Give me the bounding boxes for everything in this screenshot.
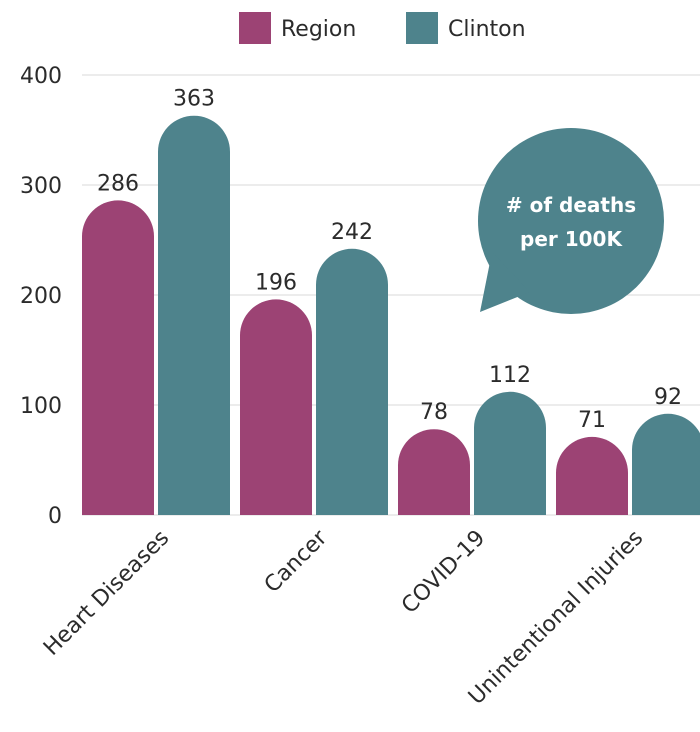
data-label-region-2: 196 — [255, 270, 297, 295]
data-label-region-1: 286 — [97, 171, 139, 196]
bar-clinton-3 — [474, 391, 546, 515]
data-labels: 286 363 196 242 78 112 71 92 — [97, 87, 682, 433]
y-tick-label-200: 200 — [20, 284, 62, 309]
category-label-2: Cancer — [260, 525, 333, 598]
legend-label-region: Region — [281, 17, 356, 42]
data-label-region-4: 71 — [578, 408, 606, 433]
category-label-3: COVID-19 — [397, 526, 490, 619]
legend: Region Clinton — [239, 12, 526, 44]
data-label-clinton-1: 363 — [173, 87, 215, 112]
bar-region-3 — [398, 429, 470, 515]
bubble-circle — [478, 128, 664, 314]
bubble-text-line-2: per 100K — [520, 227, 623, 251]
bar-clinton-2 — [316, 248, 388, 516]
data-label-clinton-4: 92 — [654, 385, 682, 410]
y-tick-label-0: 0 — [48, 504, 62, 529]
annotation-bubble: # of deaths per 100K — [478, 128, 664, 314]
bar-clinton-1 — [158, 115, 230, 515]
bubble-tail — [480, 252, 530, 312]
legend-swatch-region — [239, 12, 271, 44]
y-tick-label-400: 400 — [20, 64, 62, 89]
category-labels: Heart Diseases Cancer COVID-19Unintentiona… — [39, 525, 648, 710]
bubble-text-line-1: # of deaths — [506, 193, 636, 217]
data-label-clinton-3: 112 — [489, 363, 531, 388]
bar-region-2 — [240, 299, 312, 515]
category-label-4: Unintentional Injuries — [464, 526, 648, 710]
y-tick-label-100: 100 — [20, 394, 62, 419]
legend-label-clinton: Clinton — [448, 17, 526, 42]
data-label-region-3: 78 — [420, 400, 448, 425]
legend-swatch-clinton — [406, 12, 438, 44]
bar-region-1 — [82, 200, 154, 515]
bar-clinton-4 — [632, 413, 700, 515]
data-label-clinton-2: 242 — [331, 220, 373, 245]
bars — [82, 115, 700, 516]
category-label-1: Heart Diseases — [39, 526, 174, 661]
y-tick-label-300: 300 — [20, 174, 62, 199]
y-axis-ticks: 0 100 200 300 400 — [20, 64, 62, 529]
bar-region-4 — [556, 436, 628, 515]
